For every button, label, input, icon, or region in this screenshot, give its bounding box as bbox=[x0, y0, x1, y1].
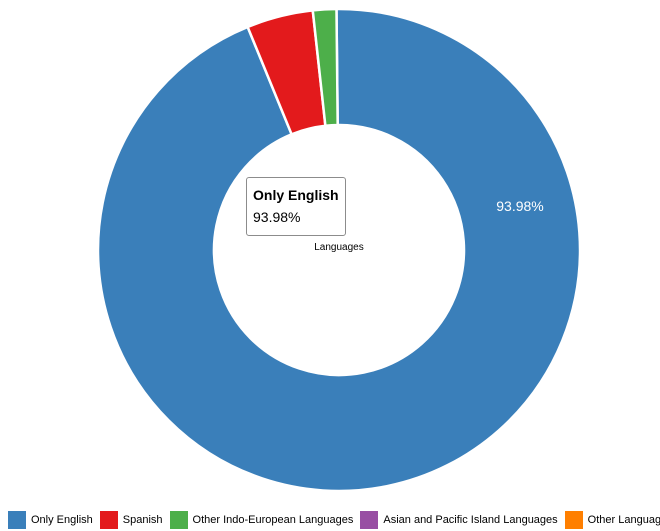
slice-only-english[interactable] bbox=[96, 7, 582, 493]
legend-swatch bbox=[8, 511, 26, 529]
legend-label: Spanish bbox=[122, 514, 163, 526]
legend-item-asian-pacific[interactable]: Asian and Pacific Island Languages bbox=[360, 511, 558, 529]
legend-label: Asian and Pacific Island Languages bbox=[383, 514, 558, 526]
legend-label: Other Indo-European Languages bbox=[192, 514, 354, 526]
legend-label: Only English bbox=[31, 514, 93, 526]
legend-swatch bbox=[564, 511, 583, 529]
legend-item-spanish[interactable]: Spanish bbox=[99, 511, 163, 529]
tooltip-value: 93.98% bbox=[253, 209, 301, 225]
legend-swatch bbox=[169, 511, 188, 529]
legend-swatch bbox=[99, 511, 118, 529]
legend-swatch bbox=[360, 511, 379, 529]
tooltip-title: Only English bbox=[253, 187, 339, 203]
chart-legend: Only English Spanish Other Indo-European… bbox=[8, 511, 660, 529]
legend-label: Other Languages bbox=[587, 514, 660, 526]
legend-item-other-indo-european[interactable]: Other Indo-European Languages bbox=[169, 511, 354, 529]
slice-other-indo-european-languages[interactable] bbox=[311, 7, 339, 128]
legend-item-other-languages[interactable]: Other Languages bbox=[564, 511, 660, 529]
center-label: Languages bbox=[314, 242, 364, 253]
chart-slices bbox=[96, 7, 582, 493]
tooltip: Only English 93.98% bbox=[246, 177, 346, 236]
legend-item-only-english[interactable]: Only English bbox=[8, 511, 93, 529]
data-label-only-english: 93.98% bbox=[496, 198, 543, 214]
